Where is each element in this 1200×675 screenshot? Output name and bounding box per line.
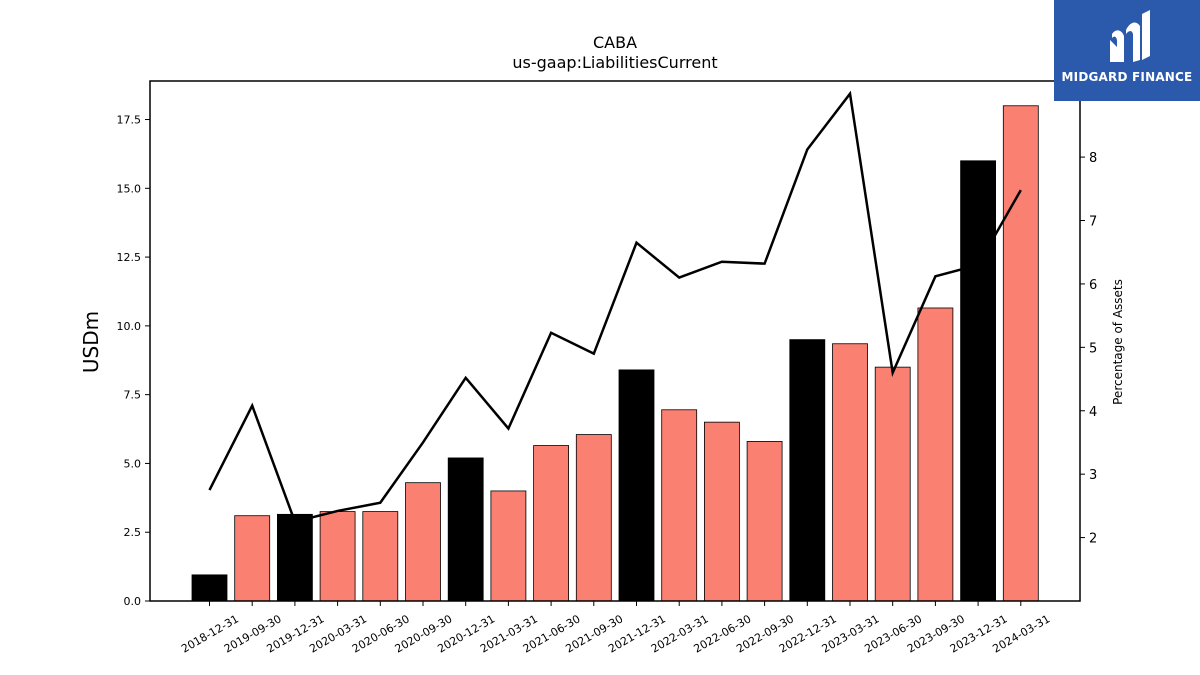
y-axis-label: USDm [79, 311, 103, 373]
bar [704, 421, 740, 602]
bar [746, 441, 783, 602]
logo-text: MIDGARD FINANCE [1061, 70, 1193, 84]
bar [789, 339, 826, 602]
bar [832, 343, 868, 602]
y-tick-label: 17.5 [117, 114, 142, 127]
plot-frame [149, 80, 1081, 602]
y2-axis-label: Percentage of Assets [1111, 279, 1125, 405]
bar [960, 160, 996, 602]
bar [447, 457, 484, 602]
brand-logo: MIDGARD FINANCE [1054, 0, 1200, 101]
y-tick-label: 10.0 [117, 320, 142, 333]
y-tick-label: 2.5 [124, 526, 142, 539]
y-tick-label: 15.0 [117, 182, 142, 195]
bar [234, 515, 271, 602]
y-tick-label: 5.0 [124, 457, 142, 470]
bar [319, 511, 356, 602]
logo-mark-icon [1110, 10, 1150, 62]
bar [1002, 105, 1039, 602]
y2-tick-label: 5 [1089, 341, 1097, 356]
bar [191, 574, 228, 602]
chart-title: CABA [593, 33, 637, 52]
bar [276, 513, 313, 602]
bar [874, 366, 911, 602]
chart-subtitle: us-gaap:LiabilitiesCurrent [512, 53, 717, 72]
y2-tick-label: 2 [1089, 532, 1097, 547]
bar [575, 434, 612, 602]
y2-tick-label: 7 [1089, 215, 1097, 230]
bar [618, 369, 655, 602]
y-tick-label: 0.0 [124, 595, 142, 608]
y2-tick-label: 3 [1089, 468, 1097, 483]
bar [661, 409, 698, 602]
bar [405, 482, 441, 602]
y2-tick-label: 4 [1089, 405, 1097, 420]
y2-tick-label: 8 [1089, 151, 1097, 166]
bar [917, 307, 954, 602]
bar [490, 490, 527, 602]
y2-tick-label: 6 [1089, 278, 1097, 293]
plot-area: 0.02.55.07.510.012.515.017.5234567892018… [117, 80, 1097, 656]
y-tick-label: 12.5 [117, 251, 142, 264]
y-tick-label: 7.5 [124, 389, 142, 402]
series-line [208, 90, 1022, 524]
bar [533, 445, 569, 602]
bar [362, 511, 399, 602]
